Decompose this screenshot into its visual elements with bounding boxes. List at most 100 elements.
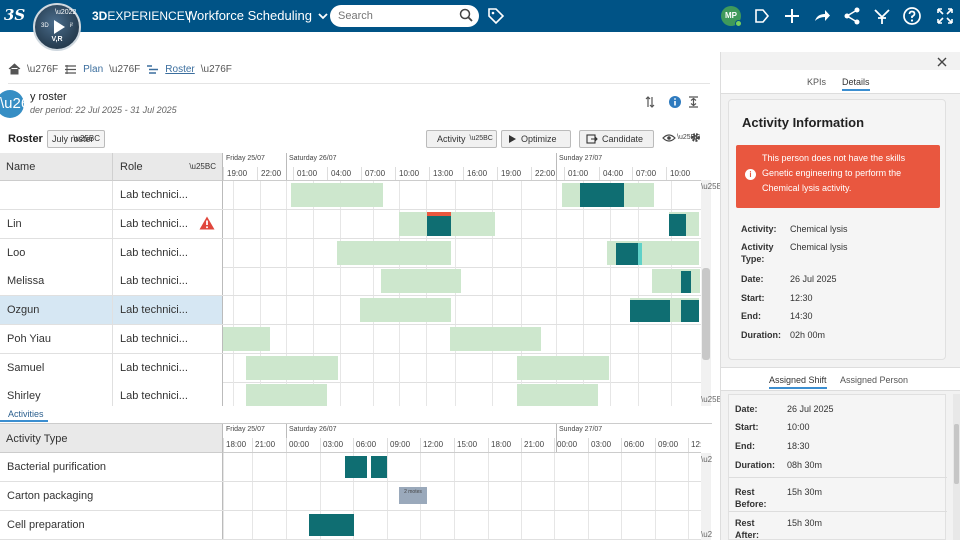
shift-bar[interactable] — [246, 356, 338, 380]
activity-bar[interactable] — [630, 300, 670, 322]
candidate-button[interactable]: Candidate — [579, 130, 654, 148]
scroll-down-icon[interactable]: \u25BC — [701, 530, 712, 539]
activity-bar[interactable] — [681, 271, 691, 293]
shift-bar[interactable] — [246, 384, 327, 406]
cell-name[interactable]: Ozgun — [0, 296, 113, 324]
column-header-name[interactable]: Name — [0, 153, 113, 181]
compass-3d-quadrant[interactable]: 3D — [41, 23, 49, 29]
ds-logo-icon[interactable]: 3S — [4, 6, 26, 24]
timeline-cell[interactable] — [223, 325, 701, 353]
shift-bar[interactable] — [337, 241, 451, 265]
breadcrumb-plan-link[interactable]: Plan — [83, 63, 104, 75]
activity-bar[interactable] — [371, 456, 387, 478]
compass-top-quadrant[interactable]: \u2022 — [55, 9, 77, 16]
timeline-cell[interactable] — [223, 296, 701, 324]
view-icon[interactable] — [662, 133, 676, 143]
shift-bar[interactable] — [291, 183, 383, 207]
timeline-cell[interactable] — [223, 210, 701, 238]
activity-row[interactable]: Cell preparation — [0, 511, 701, 540]
shift-bar[interactable] — [517, 384, 598, 406]
compass-play-icon[interactable] — [54, 20, 65, 34]
search-input[interactable] — [338, 8, 458, 24]
info-icon[interactable] — [669, 96, 681, 108]
cell-role[interactable]: Lab technici... — [113, 325, 223, 353]
scroll-up-icon[interactable]: \u25B2 — [701, 455, 712, 464]
caret-down-icon[interactable]: \u25BC — [677, 134, 701, 141]
shift-bar[interactable] — [223, 327, 270, 351]
roster-row[interactable]: Lab technici... — [0, 181, 701, 210]
roster-row[interactable]: Ozgun Lab technici... — [0, 296, 701, 325]
tab-activities[interactable]: Activities — [0, 406, 48, 422]
timeline-cell[interactable] — [223, 267, 701, 295]
share-tag-icon[interactable] — [752, 6, 772, 26]
scroll-down-icon[interactable]: \u25BC — [701, 395, 728, 404]
warning-icon[interactable] — [199, 216, 215, 230]
cell-name[interactable]: Loo — [0, 239, 113, 267]
roster-row[interactable]: Samuel Lab technici... — [0, 354, 701, 383]
home-icon[interactable] — [8, 63, 21, 75]
activity-button[interactable]: Activity \u25BC — [426, 130, 497, 148]
collapse-expand-icon[interactable] — [688, 96, 699, 108]
tab-assigned-shift[interactable]: Assigned Shift — [769, 375, 827, 389]
column-header-role[interactable]: Role \u25BC — [113, 153, 223, 181]
cell-role[interactable]: Lab technici... — [113, 296, 223, 324]
activity-type-cell[interactable]: Carton packaging — [0, 482, 223, 510]
activity-row[interactable]: Carton packaging 2 motes — [0, 482, 701, 511]
activity-type-cell[interactable]: Cell preparation — [0, 511, 223, 539]
roster-select[interactable]: July roster \u25BC — [47, 130, 105, 148]
app-title[interactable]: Workforce Scheduling — [185, 8, 328, 23]
activities-scrollbar[interactable]: \u25B2 \u25BC — [701, 453, 712, 540]
cell-role[interactable]: Lab technici... — [113, 210, 223, 238]
gear-icon[interactable] — [689, 131, 702, 144]
cell-role[interactable]: Lab technici... — [113, 382, 223, 406]
roster-row[interactable]: Shirley Lab technici... — [0, 382, 701, 406]
filter-icon[interactable]: \u25BC — [189, 162, 216, 171]
cell-role[interactable]: Lab technici... — [113, 181, 223, 209]
avatar[interactable]: MP — [721, 6, 742, 27]
shift-bar[interactable] — [381, 269, 461, 293]
activity-bar[interactable] — [580, 183, 624, 207]
cell-name[interactable]: Samuel — [0, 354, 113, 382]
cell-role[interactable]: Lab technici... — [113, 354, 223, 382]
apps-icon[interactable] — [872, 6, 892, 26]
cell-role[interactable]: Lab technici... — [113, 267, 223, 295]
timeline-cell[interactable] — [223, 453, 701, 481]
compass-widget[interactable]: \u2022 3D i² V,R — [33, 3, 81, 51]
timeline-cell[interactable] — [223, 354, 701, 382]
search-box[interactable] — [330, 5, 479, 27]
activity-bar[interactable] — [309, 514, 354, 536]
activity-bar[interactable] — [427, 212, 451, 236]
activity-bar[interactable] — [669, 214, 686, 236]
activity-bar[interactable] — [638, 243, 642, 265]
cell-name[interactable] — [0, 181, 113, 209]
compass-i-quadrant[interactable]: i² — [69, 23, 73, 29]
column-header-activity-type[interactable]: Activity Type — [0, 424, 223, 453]
timeline-cell[interactable] — [223, 511, 701, 539]
scrollbar-thumb[interactable] — [954, 424, 959, 484]
timeline-cell[interactable] — [223, 239, 701, 267]
roster-row[interactable]: Loo Lab technici... — [0, 239, 701, 268]
search-icon[interactable] — [459, 8, 473, 22]
shift-bar[interactable] — [652, 269, 700, 293]
tag-icon[interactable] — [486, 6, 506, 26]
cell-name[interactable]: Poh Yiau — [0, 325, 113, 353]
compass-vr-label[interactable]: V,R — [51, 36, 63, 43]
shift-bar[interactable] — [360, 298, 451, 322]
close-icon[interactable] — [937, 57, 947, 67]
scroll-up-icon[interactable]: \u25B2 — [701, 182, 727, 191]
cell-role[interactable]: Lab technici... — [113, 239, 223, 267]
fullscreen-icon[interactable] — [935, 6, 955, 26]
roster-row[interactable]: Poh Yiau Lab technici... — [0, 325, 701, 354]
timeline-cell[interactable]: 2 motes — [223, 482, 701, 510]
cell-name[interactable]: Shirley — [0, 382, 113, 406]
sort-icon[interactable] — [645, 96, 655, 108]
activity-bar[interactable] — [616, 243, 638, 265]
help-icon[interactable] — [902, 6, 922, 26]
multi-activity-bar[interactable]: 2 motes — [399, 487, 427, 504]
activity-type-cell[interactable]: Bacterial purification — [0, 453, 223, 481]
scrollbar-thumb[interactable] — [702, 268, 710, 360]
conflict-marker[interactable] — [427, 212, 451, 216]
roster-scrollbar[interactable]: \u25B2 \u25BC — [701, 180, 728, 406]
details-scrollbar[interactable] — [953, 394, 960, 540]
shift-bar[interactable] — [450, 327, 541, 351]
